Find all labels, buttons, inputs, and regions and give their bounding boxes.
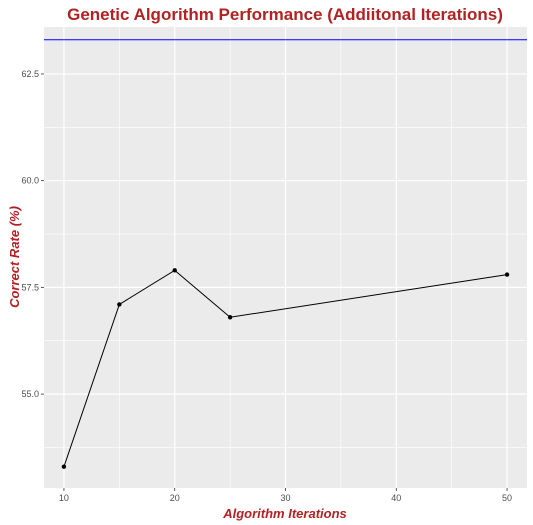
x-axis-title: Algorithm Iterations bbox=[222, 506, 347, 521]
y-tick-label: 62.5 bbox=[21, 69, 39, 79]
x-tick-label: 10 bbox=[59, 493, 69, 503]
x-tick-label: 20 bbox=[170, 493, 180, 503]
y-tick-label: 60.0 bbox=[21, 176, 39, 186]
data-point bbox=[504, 272, 510, 277]
y-tick-label: 55.0 bbox=[21, 389, 39, 399]
axis-ticks: 10 20 30 40 50 55.0 57.5 60.0 62.5 bbox=[21, 69, 512, 503]
data-point bbox=[172, 268, 177, 273]
x-tick-label: 50 bbox=[502, 493, 512, 503]
y-tick-label: 57.5 bbox=[21, 282, 39, 292]
chart-title: Genetic Algorithm Performance (Addiitona… bbox=[67, 5, 503, 24]
data-point bbox=[61, 464, 67, 469]
series-layer bbox=[61, 268, 510, 469]
major-gridlines bbox=[44, 27, 527, 488]
data-point bbox=[227, 315, 233, 320]
x-tick-label: 40 bbox=[391, 493, 401, 503]
y-axis-title: Correct Rate (%) bbox=[7, 206, 22, 308]
x-tick-label: 30 bbox=[280, 493, 290, 503]
data-point bbox=[117, 302, 122, 307]
